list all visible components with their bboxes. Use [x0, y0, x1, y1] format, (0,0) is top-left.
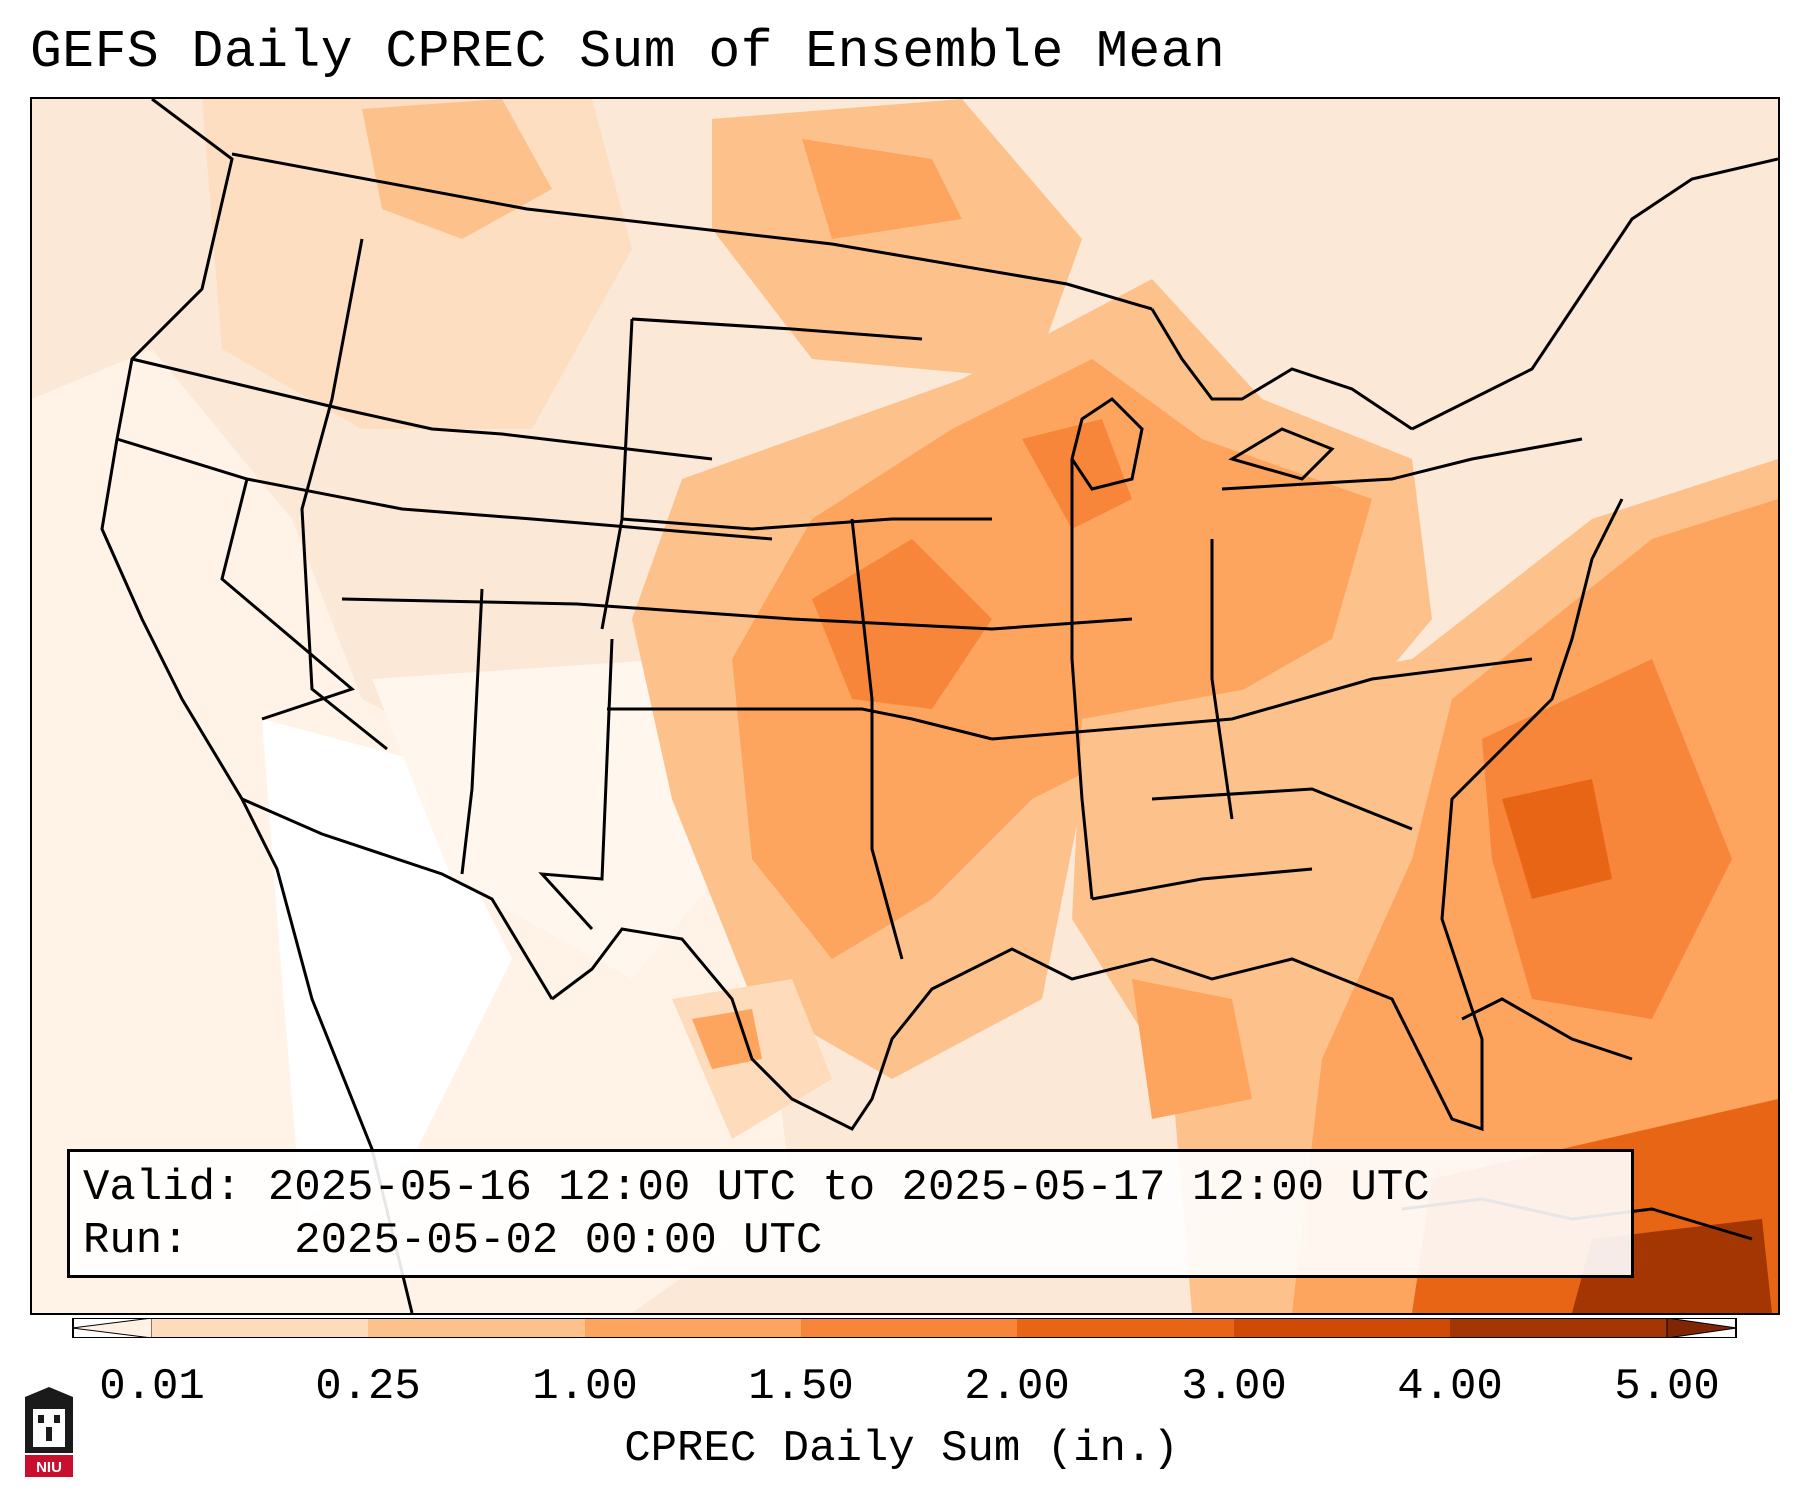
- map-title: GEFS Daily CPREC Sum of Ensemble Mean: [30, 22, 1226, 82]
- colorbar-under-arrow: [72, 1318, 153, 1338]
- logo-text: NIU: [36, 1459, 62, 1476]
- id-nv-ut-line: [300, 238, 388, 751]
- great-lakes-north-shore: [1150, 308, 1413, 431]
- logo-window: [54, 1415, 60, 1423]
- us-canada-border: [231, 152, 1153, 311]
- light-region-az-nm: [372, 659, 732, 979]
- run-label: Run:: [83, 1216, 189, 1266]
- colorbar-segment-5: [1017, 1318, 1234, 1338]
- mo-ar-line: [850, 518, 904, 960]
- colorbar-segment-7: [1450, 1318, 1667, 1338]
- colorbar-tick-label: 5.00: [1614, 1362, 1720, 1412]
- logo-window: [38, 1415, 44, 1423]
- very-heavy-region-iowa: [1022, 419, 1132, 529]
- nm-tx-line: [538, 638, 614, 931]
- lake-michigan-outline: [1070, 397, 1144, 491]
- colorbar: [72, 1318, 1737, 1338]
- colorbar-tick-label: 0.25: [315, 1362, 421, 1412]
- valid-label: Valid:: [83, 1163, 242, 1213]
- moderate-region-dakotas: [712, 99, 1082, 379]
- logo-door: [46, 1427, 52, 1441]
- ga-sc-line: [1151, 787, 1413, 831]
- colorbar-segment-2: [368, 1318, 585, 1338]
- nv-or-id-line: [116, 437, 773, 541]
- colorbar-title: CPREC Daily Sum (in.): [624, 1424, 1179, 1474]
- colorbar-segment-6: [1234, 1318, 1450, 1338]
- heavy-region-midwest: [732, 359, 1372, 959]
- precip-shading: [32, 99, 1778, 1313]
- very-heavy-region-offshore: [1482, 659, 1732, 1019]
- oh-wv-line: [1210, 539, 1234, 820]
- colorbar-tick-label: 1.50: [748, 1362, 854, 1412]
- valid-time: 2025-05-16 12:00 UTC to 2025-05-17 12:00…: [267, 1163, 1430, 1213]
- bahamas-cuba-outline: [1461, 997, 1633, 1061]
- central-state-line: [341, 597, 1133, 631]
- peak-region-offshore: [1502, 779, 1612, 899]
- east-gulf-coastline: [551, 498, 1624, 1132]
- precip-map: [32, 99, 1778, 1313]
- colorbar-segment-4: [801, 1318, 1017, 1338]
- west-coastline: [100, 99, 414, 1313]
- us-mexico-border: [241, 797, 554, 1000]
- valid-run-info-box: Valid: 2025-05-16 12:00 UTC to 2025-05-1…: [67, 1149, 1634, 1278]
- tn-nc-line: [991, 657, 1533, 741]
- colorbar-tick-label: 2.00: [964, 1362, 1070, 1412]
- st-lawrence: [1411, 157, 1778, 431]
- logo-banner: [25, 1455, 73, 1477]
- lake-erie-outline: [1228, 427, 1335, 481]
- colorbar-tick-label: 0.01: [99, 1362, 205, 1412]
- colorbar-tick-label: 1.00: [532, 1362, 638, 1412]
- az-nm-line: [460, 588, 484, 875]
- il-in-line: [1070, 459, 1094, 900]
- niu-logo: NIU: [25, 1387, 73, 1477]
- colorbar-tick-label: 3.00: [1181, 1362, 1287, 1412]
- pa-ny-line: [1221, 437, 1583, 491]
- ms-al-ga-line: [1091, 867, 1313, 901]
- heavy-region-north-dakota: [802, 139, 962, 239]
- run-time: 2025-05-02 00:00 UTC: [294, 1216, 823, 1266]
- colorbar-tick-label: 4.00: [1397, 1362, 1503, 1412]
- colorbar-over-arrow: [1666, 1318, 1737, 1338]
- ca-nv-line: [220, 478, 356, 721]
- ks-ne-line: [621, 517, 992, 531]
- colorbar-segment-1: [152, 1318, 368, 1338]
- moderate-region-gulf: [1132, 979, 1252, 1119]
- or-wa-line: [131, 357, 713, 461]
- colorbar-outline: [72, 1318, 1737, 1338]
- sd-ne-line: [631, 317, 923, 341]
- colorbar-segment-3: [585, 1318, 801, 1338]
- ok-ks-line: [607, 707, 993, 741]
- map-panel: [30, 97, 1780, 1315]
- moderate-blob-south-texas: [692, 1009, 762, 1069]
